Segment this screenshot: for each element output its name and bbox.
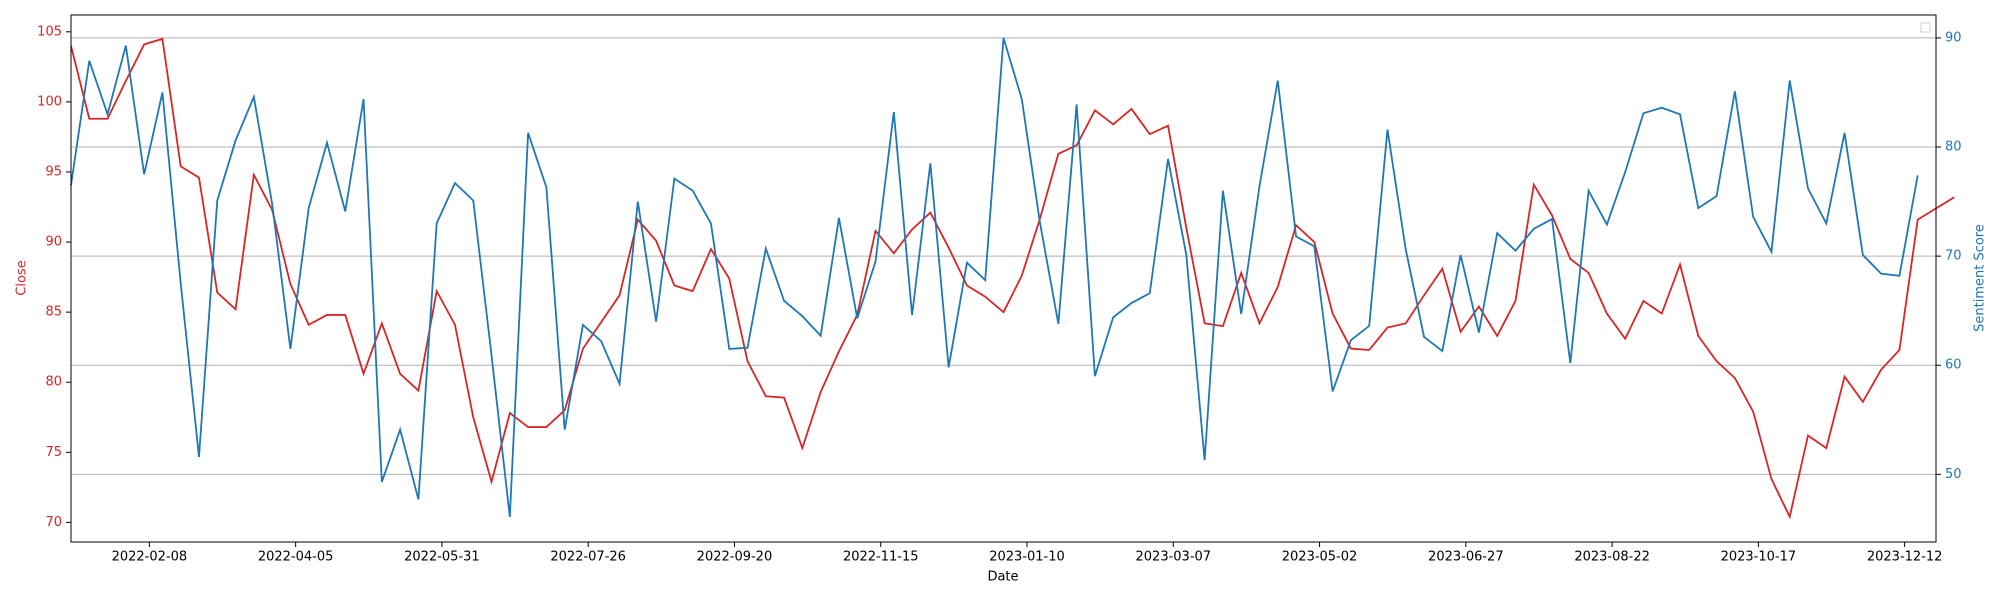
y2-tick-label: 80 xyxy=(1945,140,1962,155)
y-axis-label: Close xyxy=(15,260,30,295)
x-axis-label: Date xyxy=(987,570,1018,585)
plot-frame xyxy=(70,14,1937,543)
y2-tick-label: 70 xyxy=(1945,249,1962,264)
x-tick-label: 2022-04-05 xyxy=(258,550,334,565)
y-tick-label: 95 xyxy=(45,164,62,179)
y2-axis-label: Sentiment Score xyxy=(1973,224,1988,332)
x-tick-label: 2022-09-20 xyxy=(697,550,773,565)
x-tick-label: 2022-05-31 xyxy=(404,550,480,565)
x-tick-label: 2023-05-02 xyxy=(1282,550,1358,565)
series-line xyxy=(70,37,1919,518)
y-tick-label: 85 xyxy=(45,305,62,320)
y2-tick-label: 50 xyxy=(1945,467,1962,482)
x-tick-label: 2023-03-07 xyxy=(1136,550,1212,565)
series-line xyxy=(70,37,1955,520)
x-tick-label: 2022-02-08 xyxy=(112,550,188,565)
y-tick-label: 75 xyxy=(45,445,62,460)
x-tick-label: 2023-06-27 xyxy=(1428,550,1504,565)
y-tick-label: 90 xyxy=(45,235,62,250)
legend-box xyxy=(1920,22,1931,33)
x-tick-label: 2022-07-26 xyxy=(550,550,626,565)
y2-tick-label: 60 xyxy=(1945,358,1962,373)
y2-tick-label: 90 xyxy=(1945,30,1962,45)
y-tick-label: 80 xyxy=(45,375,62,390)
x-tick-label: 2023-08-22 xyxy=(1574,550,1650,565)
x-tick-label: 2023-12-12 xyxy=(1867,550,1943,565)
x-tick-label: 2023-01-10 xyxy=(989,550,1065,565)
y-tick-label: 70 xyxy=(45,515,62,530)
y-tick-label: 100 xyxy=(37,94,62,109)
x-tick-label: 2023-10-17 xyxy=(1721,550,1797,565)
x-tick-label: 2022-11-15 xyxy=(843,550,919,565)
y-tick-label: 105 xyxy=(37,24,62,39)
